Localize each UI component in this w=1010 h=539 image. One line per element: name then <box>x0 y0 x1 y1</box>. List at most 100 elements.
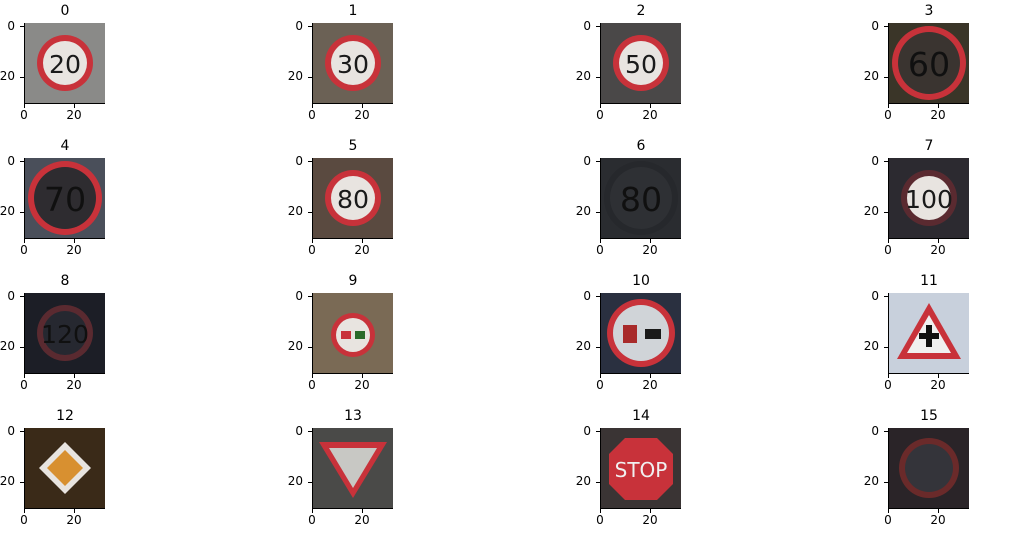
traffic-sign-image: 20 <box>24 23 105 104</box>
y-tick-label: 0 <box>7 424 15 438</box>
axis-tick <box>600 374 601 378</box>
traffic-sign-image: 80 <box>312 158 393 239</box>
axis-tick <box>74 509 75 513</box>
axis-tick <box>20 431 24 432</box>
traffic-sign-image: 50 <box>600 23 681 104</box>
x-tick-label: 0 <box>20 243 28 257</box>
x-tick-label: 20 <box>642 108 658 122</box>
image-panel: 13 0 20 0 20 <box>288 405 418 535</box>
axis-tick <box>20 212 24 213</box>
axis-tick <box>884 431 888 432</box>
axis-tick <box>938 104 939 108</box>
axis-tick <box>24 509 25 513</box>
traffic-sign-image: 100 <box>888 158 969 239</box>
traffic-sign-image: 70 <box>24 158 105 239</box>
axis-tick <box>884 296 888 297</box>
y-tick-label: 0 <box>295 289 303 303</box>
axis-tick <box>938 374 939 378</box>
traffic-sign-image: 80 <box>600 158 681 239</box>
x-tick-label: 0 <box>20 378 28 392</box>
axis-tick <box>20 482 24 483</box>
axis-tick <box>24 104 25 108</box>
axis-tick <box>24 374 25 378</box>
svg-text:STOP: STOP <box>615 458 668 482</box>
y-tick-label: 20 <box>863 204 879 218</box>
svg-text:80: 80 <box>337 185 369 214</box>
axis-tick <box>884 347 888 348</box>
axis-tick <box>596 347 600 348</box>
axis-tick <box>312 104 313 108</box>
axis-tick <box>308 212 312 213</box>
svg-text:80: 80 <box>620 180 662 219</box>
axis-tick <box>884 212 888 213</box>
svg-text:20: 20 <box>49 50 81 79</box>
panel-title: 5 <box>348 138 358 154</box>
x-tick-label: 0 <box>596 108 604 122</box>
image-panel: 8 120 0 20 0 20 <box>0 270 130 400</box>
y-tick-label: 0 <box>7 19 15 33</box>
axis-tick <box>74 374 75 378</box>
panel-title: 12 <box>56 408 74 424</box>
y-tick-label: 20 <box>863 474 879 488</box>
axis-tick <box>884 77 888 78</box>
y-tick-label: 20 <box>575 204 591 218</box>
image-panel: 14 STOP 0 20 0 20 <box>576 405 706 535</box>
axis-tick <box>308 482 312 483</box>
y-tick-label: 0 <box>871 154 879 168</box>
axis-tick <box>600 239 601 243</box>
panel-title: 15 <box>920 408 938 424</box>
panel-title: 0 <box>60 3 70 19</box>
y-tick-label: 0 <box>583 154 591 168</box>
y-tick-label: 0 <box>7 289 15 303</box>
panel-title: 13 <box>344 408 362 424</box>
y-tick-label: 20 <box>0 474 15 488</box>
axis-tick <box>650 239 651 243</box>
axis-tick <box>312 374 313 378</box>
x-tick-label: 20 <box>354 243 370 257</box>
axis-tick <box>20 296 24 297</box>
panel-title: 11 <box>920 273 938 289</box>
axis-tick <box>362 374 363 378</box>
axis-tick <box>308 296 312 297</box>
y-tick-label: 0 <box>583 424 591 438</box>
x-tick-label: 20 <box>66 513 82 527</box>
x-tick-label: 20 <box>642 243 658 257</box>
y-tick-label: 20 <box>575 474 591 488</box>
axis-tick <box>888 374 889 378</box>
y-tick-label: 0 <box>295 424 303 438</box>
y-tick-label: 20 <box>575 339 591 353</box>
axis-tick <box>312 239 313 243</box>
traffic-sign-image: STOP <box>600 428 681 509</box>
image-panel: 15 0 20 0 20 <box>864 405 994 535</box>
traffic-sign-image <box>600 293 681 374</box>
image-panel: 7 100 0 20 0 20 <box>864 135 994 265</box>
axis-tick <box>308 77 312 78</box>
image-panel: 0 20 0 20 0 20 <box>0 0 130 130</box>
x-tick-label: 0 <box>596 513 604 527</box>
image-panel: 2 50 0 20 0 20 <box>576 0 706 130</box>
axis-tick <box>20 26 24 27</box>
y-tick-label: 20 <box>575 69 591 83</box>
axis-tick <box>938 509 939 513</box>
axis-tick <box>312 509 313 513</box>
axis-tick <box>596 431 600 432</box>
y-tick-label: 0 <box>871 19 879 33</box>
axis-tick <box>20 161 24 162</box>
x-tick-label: 20 <box>354 378 370 392</box>
svg-text:70: 70 <box>44 180 86 219</box>
axis-tick <box>596 212 600 213</box>
y-tick-label: 0 <box>871 424 879 438</box>
x-tick-label: 0 <box>596 243 604 257</box>
svg-text:50: 50 <box>625 50 657 79</box>
axis-tick <box>596 296 600 297</box>
x-tick-label: 0 <box>308 513 316 527</box>
traffic-sign-image: 30 <box>312 23 393 104</box>
panel-title: 10 <box>632 273 650 289</box>
axis-tick <box>308 161 312 162</box>
axis-tick <box>650 374 651 378</box>
axis-tick <box>938 239 939 243</box>
axis-tick <box>884 161 888 162</box>
image-panel: 9 0 20 0 20 <box>288 270 418 400</box>
image-panel: 3 60 0 20 0 20 <box>864 0 994 130</box>
y-tick-label: 20 <box>287 474 303 488</box>
